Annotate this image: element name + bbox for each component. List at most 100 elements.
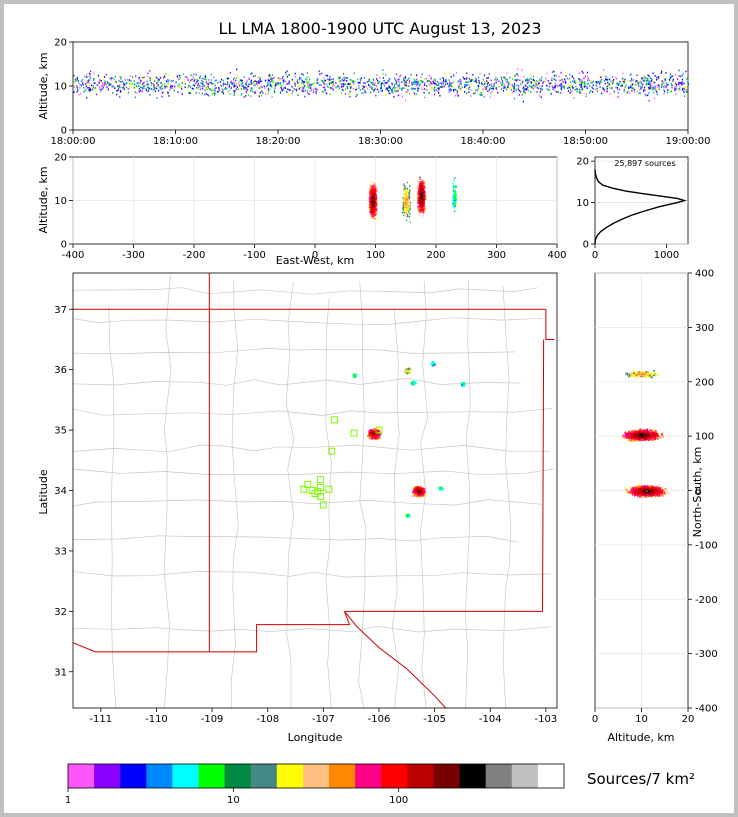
source-point	[190, 79, 192, 82]
source-point	[281, 89, 283, 92]
source-point	[280, 90, 282, 93]
source-point	[369, 85, 371, 88]
source-point	[115, 81, 117, 84]
source-point	[423, 197, 425, 199]
source-point	[633, 88, 635, 91]
source-point	[525, 80, 527, 82]
source-point	[623, 81, 625, 83]
time-height-ylabel: Altitude, km	[37, 52, 50, 119]
source-point	[322, 86, 324, 89]
source-point	[648, 79, 650, 82]
source-point	[378, 81, 380, 83]
source-point	[376, 204, 378, 206]
source-point	[488, 72, 490, 75]
source-point	[648, 86, 650, 89]
source-point	[253, 82, 256, 84]
source-point	[254, 84, 256, 87]
source-point	[129, 85, 131, 88]
source-point	[250, 95, 252, 97]
source-point	[202, 84, 205, 86]
source-point	[398, 94, 400, 97]
source-point	[579, 88, 581, 91]
source-point	[338, 88, 340, 90]
source-point	[349, 95, 351, 98]
source-point	[271, 74, 273, 76]
source-point	[421, 81, 423, 84]
source-point	[524, 86, 526, 89]
source-point	[109, 77, 111, 80]
source-point	[580, 84, 583, 86]
source-point	[417, 196, 419, 198]
source-point	[468, 88, 470, 91]
source-point	[405, 199, 407, 201]
source-point	[417, 82, 419, 85]
source-point	[433, 82, 435, 85]
source-point	[288, 83, 291, 85]
source-point	[511, 87, 513, 89]
source-point	[332, 89, 334, 91]
source-point	[435, 84, 438, 86]
source-point	[530, 91, 532, 93]
source-point	[129, 75, 131, 77]
source-point	[482, 88, 484, 91]
source-point	[190, 74, 192, 77]
source-point	[413, 78, 415, 81]
source-point	[418, 202, 420, 204]
source-point	[191, 87, 193, 90]
source-point	[515, 89, 518, 92]
source-point	[665, 86, 667, 88]
source-point	[435, 83, 437, 85]
source-point	[667, 91, 669, 94]
source-point	[368, 197, 371, 199]
source-point	[617, 84, 619, 86]
source-point	[664, 79, 666, 82]
source-point	[407, 190, 409, 192]
source-point	[174, 85, 176, 88]
source-point	[470, 80, 472, 83]
source-point	[408, 192, 411, 195]
source-point	[208, 94, 210, 97]
source-point	[486, 83, 488, 85]
source-point	[536, 83, 539, 86]
source-point	[205, 87, 207, 90]
source-point	[530, 82, 532, 85]
source-point	[578, 78, 580, 81]
source-point	[391, 89, 394, 92]
source-point	[344, 79, 346, 81]
source-point	[454, 199, 457, 202]
source-point	[268, 80, 270, 83]
source-point	[623, 90, 625, 93]
histogram-alt-axis-tick-label: 20	[576, 157, 589, 168]
source-point	[581, 82, 583, 84]
source-point	[407, 78, 409, 81]
source-point	[274, 84, 277, 87]
source-point	[633, 91, 636, 93]
source-point	[421, 203, 424, 205]
source-point	[402, 78, 405, 81]
source-point	[235, 79, 237, 82]
source-point	[147, 90, 149, 93]
plan-view-panel: Latitude Longitude -111 -110 -109 -108 -107-…	[37, 272, 558, 744]
source-point	[370, 208, 373, 210]
source-point	[406, 213, 408, 216]
source-point	[418, 205, 420, 207]
source-point	[579, 80, 581, 82]
source-point	[547, 89, 550, 91]
source-point	[377, 89, 379, 91]
source-point	[669, 77, 672, 79]
source-point	[558, 85, 561, 88]
source-point	[404, 191, 407, 193]
source-point	[405, 194, 407, 197]
source-point	[583, 77, 585, 80]
source-point	[371, 185, 373, 188]
source-point	[245, 90, 247, 93]
source-point	[369, 196, 371, 198]
source-point	[510, 80, 512, 83]
source-point	[298, 82, 300, 84]
source-point	[605, 86, 608, 88]
source-point	[423, 202, 425, 205]
source-point	[127, 78, 129, 81]
source-point	[602, 88, 604, 91]
source-point	[500, 76, 502, 78]
source-point	[599, 80, 601, 82]
